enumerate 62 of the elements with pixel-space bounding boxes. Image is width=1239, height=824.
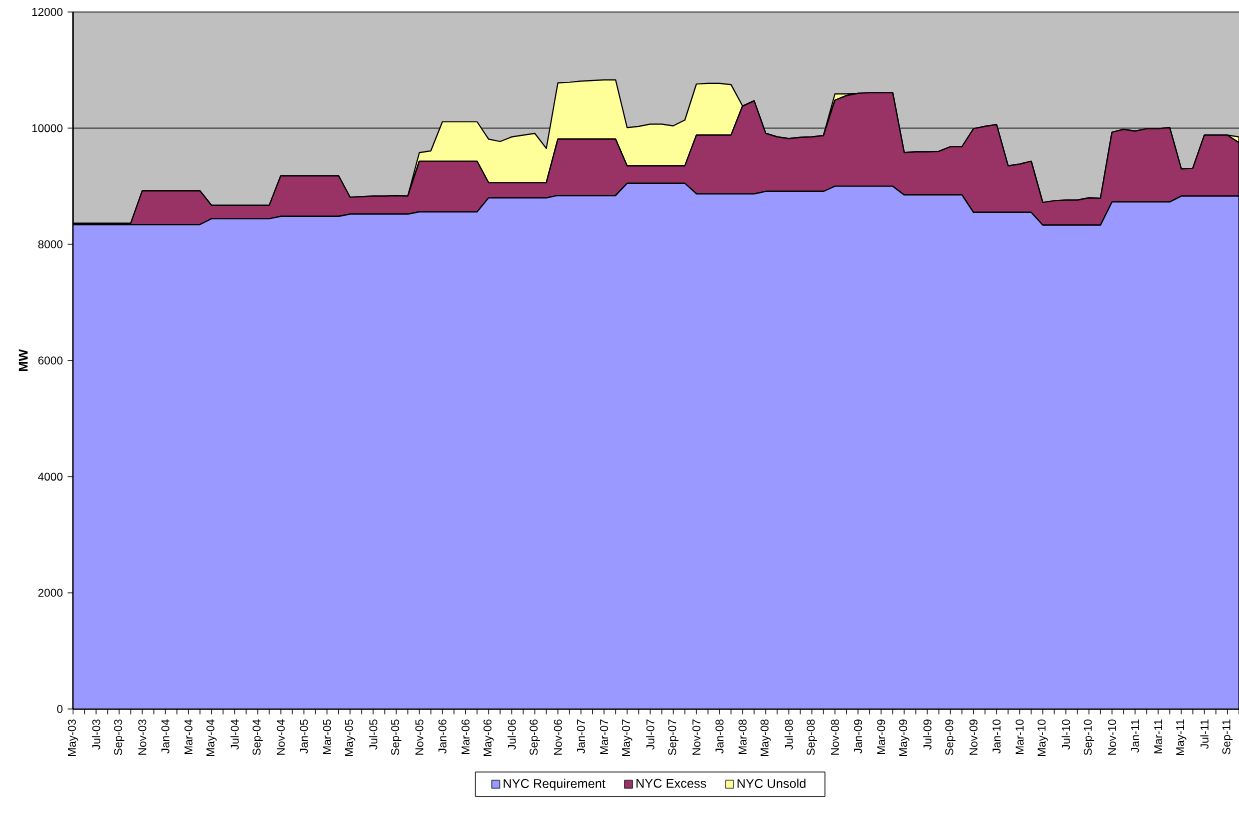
x-tick-label: Jan-05 <box>299 719 308 754</box>
legend-label: NYC Excess <box>636 778 707 788</box>
x-tick-label: May-03 <box>67 719 79 756</box>
x-tick-label: Nov-04 <box>276 719 285 755</box>
x-tick-label: May-06 <box>483 719 494 756</box>
x-tick-label: Nov-09 <box>969 719 978 755</box>
x-tick-label: Nov-07 <box>692 719 701 755</box>
y-tick-label: 2000 <box>38 588 63 597</box>
x-tick-label: Jan-07 <box>576 719 585 754</box>
x-tick-label: Sep-10 <box>1083 719 1095 756</box>
x-tick-label: Sep-08 <box>806 719 817 756</box>
x-tick-label: Sep-04 <box>252 719 263 756</box>
x-tick-label: Mar-08 <box>738 719 747 755</box>
x-tick-label: Jul-11 <box>1200 719 1209 749</box>
x-tick-label: Mar-07 <box>600 719 609 755</box>
x-tick-label: May-07 <box>622 719 633 756</box>
x-tick-label: Sep-07 <box>668 719 679 756</box>
y-tick-label: 12000 <box>32 7 63 16</box>
x-tick-label: Nov-08 <box>830 719 839 755</box>
x-tick-label: Mar-11 <box>1154 719 1163 754</box>
x-tick-label: May-05 <box>344 719 356 756</box>
x-tick-label: May-09 <box>899 719 910 756</box>
y-tick-label: 8000 <box>38 240 63 249</box>
x-tick-label: Jul-07 <box>646 719 655 750</box>
x-tick-label: Jan-09 <box>854 719 863 754</box>
x-tick-label: Nov-10 <box>1108 719 1117 755</box>
x-tick-label: Sep-03 <box>114 719 125 756</box>
x-tick-label: Jul-06 <box>507 719 516 750</box>
x-tick-label: Jan-04 <box>161 719 170 754</box>
x-tick-label: Jan-11 <box>1131 719 1140 753</box>
x-tick-label: Nov-06 <box>553 719 562 755</box>
x-tick-label: Mar-09 <box>877 719 886 755</box>
x-tick-label: Jul-03 <box>91 719 101 750</box>
x-tick-label: Sep-09 <box>945 719 956 756</box>
y-tick-label: 6000 <box>38 356 63 365</box>
y-tick-label: 10000 <box>32 124 63 133</box>
x-tick-label: Sep-11 <box>1222 719 1233 755</box>
x-tick-label: Jan-10 <box>992 719 1001 754</box>
x-tick-label: Mar-06 <box>461 719 470 755</box>
x-tick-label: Jul-09 <box>923 719 932 750</box>
x-tick-label: May-04 <box>206 719 217 756</box>
y-tick-label: 0 <box>57 704 63 713</box>
x-tick-label: Jul-08 <box>784 719 793 750</box>
y-axis-title: MW <box>18 349 28 371</box>
x-tick-label: May-10 <box>1037 719 1048 756</box>
x-tick-label: Sep-05 <box>391 719 402 756</box>
x-tick-label: Jan-08 <box>715 719 724 754</box>
x-tick-label: May-08 <box>760 719 771 756</box>
x-tick-label: Mar-05 <box>322 719 331 755</box>
x-tick-label: Jul-05 <box>369 719 378 750</box>
x-tick-label: Jan-06 <box>438 719 447 754</box>
y-tick-label: 4000 <box>38 472 63 481</box>
x-tick-label: Nov-05 <box>415 719 424 755</box>
x-tick-label: Nov-03 <box>138 719 147 755</box>
x-tick-label: Mar-04 <box>184 719 193 755</box>
x-tick-label: Mar-10 <box>1015 719 1024 755</box>
x-tick-label: Sep-06 <box>529 719 540 756</box>
legend-label: NYC Requirement <box>503 778 606 791</box>
x-tick-label: Jul-10 <box>1061 719 1070 750</box>
x-tick-label: May-11 <box>1176 719 1187 756</box>
x-tick-label: Jul-04 <box>230 719 239 750</box>
legend-label: NYC Unsold <box>737 778 806 788</box>
